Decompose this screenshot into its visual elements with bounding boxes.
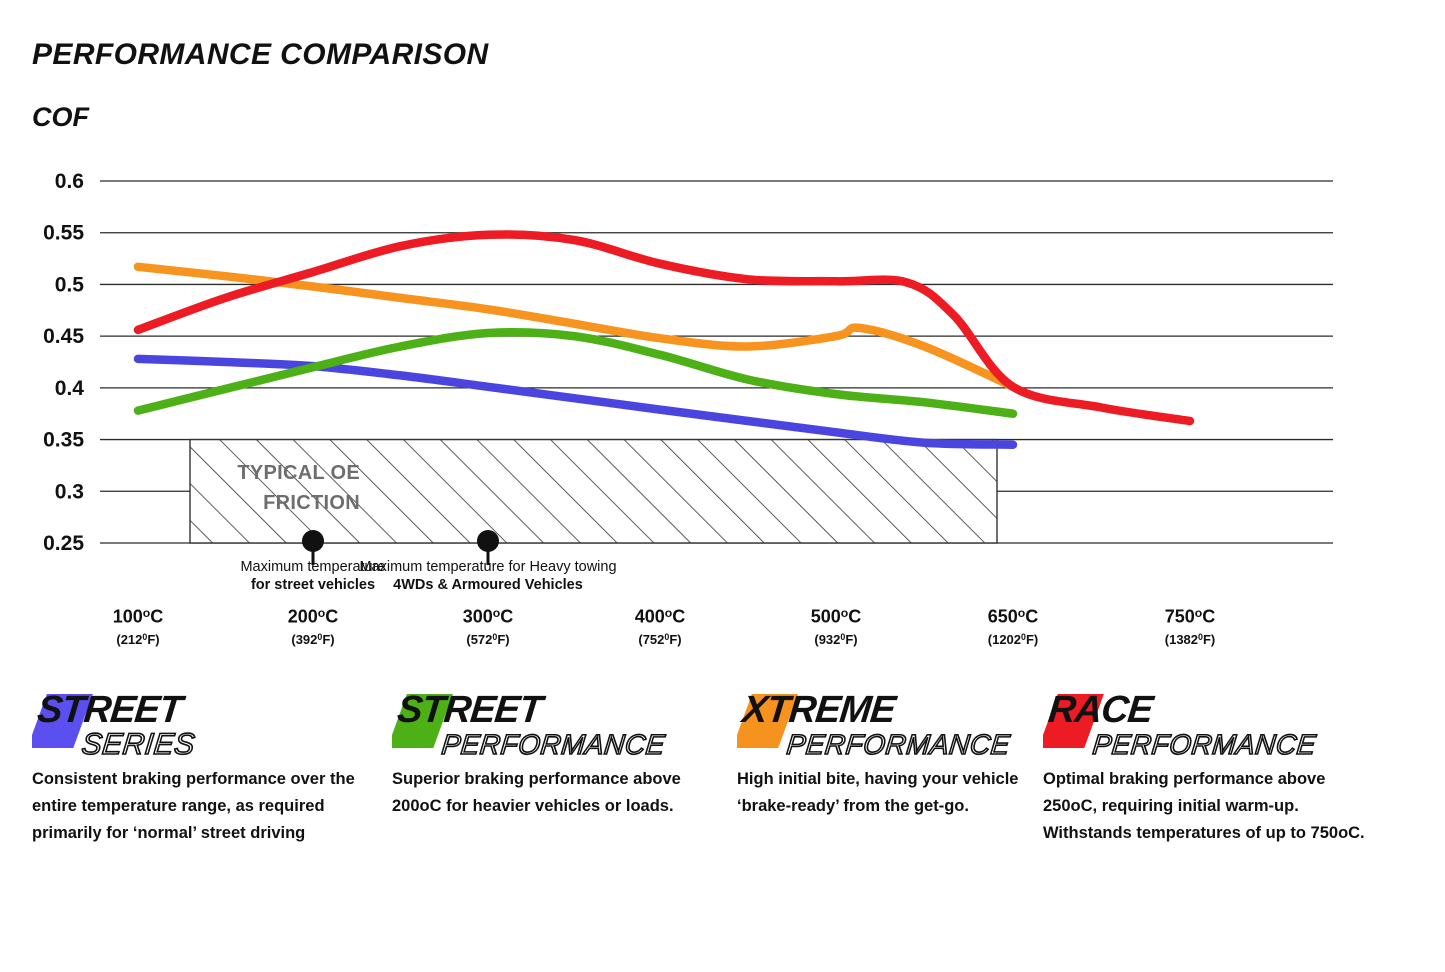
product-street-series: STREET SERIES Consistent braking performan… xyxy=(32,686,382,847)
logo-street-series: STREET SERIES xyxy=(32,686,362,760)
product-description: Consistent braking performance over the … xyxy=(32,770,355,842)
badge-shape xyxy=(737,694,798,748)
x-axis-tick-celsius: 300oC xyxy=(462,606,514,627)
product-street-performance: STREET PERFORMANCE Superior braking perfor… xyxy=(392,686,742,820)
x-axis-tick-celsius: 500oC xyxy=(810,606,862,627)
band-label-line1: TYPICAL OE xyxy=(237,462,360,484)
logo-race-performance: RACE PERFORMANCE xyxy=(1043,686,1373,760)
series-line-race-performance xyxy=(133,230,1195,426)
x-axis-tick-fahrenheit: (2120F) xyxy=(116,631,160,647)
series-line-street-series xyxy=(133,354,1018,449)
x-axis-tick-celsius: 400oC xyxy=(634,606,686,627)
logo-word-secondary: PERFORMANCE xyxy=(440,729,666,760)
y-axis-tick-label: 0.35 xyxy=(43,429,84,452)
marker-label-street-vehicles: Maximum temperature for street vehicles xyxy=(143,558,483,594)
product-xtreme-performance: XTREME PERFORMANCE High initial bite, havi… xyxy=(737,686,1087,820)
product-legend: STREET SERIES Consistent braking performan… xyxy=(0,686,1445,966)
y-axis-tick-label: 0.45 xyxy=(43,325,84,348)
marker-label-line1: Maximum temperature xyxy=(240,559,386,575)
x-axis-tick-fahrenheit: (9320F) xyxy=(814,631,858,647)
marker-label-line2: for street vehicles xyxy=(250,577,376,593)
y-axis-tick-labels: 0.6 0.55 0.5 0.45 0.4 0.35 0.3 0.25 xyxy=(43,170,84,555)
band-label-line2: FRICTION xyxy=(263,492,360,514)
y-axis-tick-label: 0.55 xyxy=(43,222,84,245)
plot-area: 0.6 0.55 0.5 0.45 0.4 0.35 0.3 0.25 xyxy=(43,170,1333,565)
x-axis-tick-celsius: 750oC xyxy=(1164,606,1216,627)
logo-word-secondary: PERFORMANCE xyxy=(785,729,1011,760)
y-axis-tick-label: 0.25 xyxy=(43,532,84,555)
x-axis-tick-400: 400oC (7520F) xyxy=(590,602,730,648)
logo-word-primary: STREET xyxy=(395,689,547,731)
x-axis-tick-100: 100oC (2120F) xyxy=(68,602,208,648)
x-axis-tick-celsius: 200oC xyxy=(287,606,339,627)
temperature-markers xyxy=(302,530,499,565)
typical-oe-friction-band xyxy=(189,438,998,544)
product-description: High initial bite, having your vehicle ‘… xyxy=(737,770,1019,815)
marker-dot-heavy-towing[interactable] xyxy=(477,530,499,552)
x-axis-tick-fahrenheit: (7520F) xyxy=(638,631,682,647)
marker-label-heavy-towing: Maximum temperature for Heavy towing 4WDs… xyxy=(318,558,658,594)
band-label: TYPICAL OE FRICTION xyxy=(190,458,360,518)
logo-xtreme-performance: XTREME PERFORMANCE xyxy=(737,686,1067,760)
x-axis-tick-fahrenheit: (3920F) xyxy=(291,631,335,647)
x-axis-tick-fahrenheit: (5720F) xyxy=(466,631,510,647)
badge-shape xyxy=(32,694,93,748)
x-axis-tick-celsius: 650oC xyxy=(987,606,1039,627)
marker-dot-street-vehicles[interactable] xyxy=(302,530,324,552)
logo-word-primary: RACE xyxy=(1046,689,1157,731)
badge-shape xyxy=(1043,694,1104,748)
logo-word-secondary: SERIES xyxy=(80,728,196,760)
product-race-performance: RACE PERFORMANCE Optimal braking performan… xyxy=(1043,686,1393,847)
x-axis-tick-300: 300oC (5720F) xyxy=(418,602,558,648)
x-axis-tick-labels: 100oC (2120F) 200oC (3920F) 300oC (5720F) 400o… xyxy=(0,602,1445,662)
y-axis-tick-label: 0.6 xyxy=(55,170,84,193)
performance-chart-svg: 0.6 0.55 0.5 0.45 0.4 0.35 0.3 0.25 xyxy=(43,170,1333,565)
y-axis-tick-label: 0.5 xyxy=(55,273,85,296)
y-axis-title: COF xyxy=(32,102,89,132)
series-line-street-performance xyxy=(133,327,1018,418)
x-axis-tick-fahrenheit: (13820F) xyxy=(1164,631,1216,647)
y-axis-tick-label: 0.4 xyxy=(55,377,85,400)
product-description: Optimal braking performance above 250oC,… xyxy=(1043,770,1365,842)
logo-word-primary: XTREME xyxy=(738,689,899,731)
logo-street-performance: STREET PERFORMANCE xyxy=(392,686,722,760)
x-axis-tick-500: 500oC (9320F) xyxy=(766,602,906,648)
x-axis-tick-750: 750oC (13820F) xyxy=(1120,602,1260,648)
page-title: PERFORMANCE COMPARISON xyxy=(32,38,489,71)
logo-word-secondary: PERFORMANCE xyxy=(1091,729,1317,760)
badge-shape xyxy=(392,694,453,748)
x-axis-tick-celsius: 100oC xyxy=(112,606,164,627)
data-series-group xyxy=(133,230,1195,449)
marker-label-line2: 4WDs & Armoured Vehicles xyxy=(393,577,583,593)
series-line-xtreme-performance xyxy=(133,262,1018,392)
logo-word-primary: STREET xyxy=(35,689,187,731)
product-description: Superior braking performance above 200oC… xyxy=(392,770,681,815)
x-axis-tick-200: 200oC (3920F) xyxy=(243,602,383,648)
x-axis-tick-fahrenheit: (12020F) xyxy=(987,631,1039,647)
marker-label-line1: Maximum temperature for Heavy towing xyxy=(359,559,617,575)
x-axis-tick-650: 650oC (12020F) xyxy=(943,602,1083,648)
y-axis-tick-label: 0.3 xyxy=(55,480,84,503)
